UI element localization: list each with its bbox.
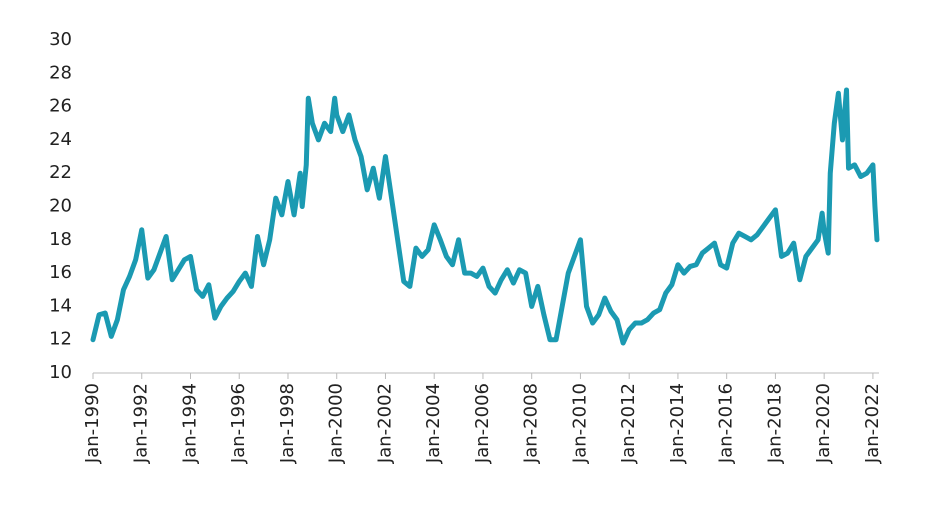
x-tick-label: Jan-1992 <box>131 383 152 464</box>
x-tick-label: Jan-1990 <box>82 383 103 464</box>
x-tick-label: Jan-2000 <box>326 383 347 464</box>
x-tick-label: Jan-2014 <box>667 383 688 464</box>
y-tick-label: 20 <box>49 196 72 217</box>
x-tick-label: Jan-1996 <box>228 383 249 464</box>
line-series <box>90 87 880 346</box>
y-tick-label: 22 <box>49 162 72 183</box>
x-tick-label: Jan-2012 <box>618 383 639 464</box>
x-tick-label: Jan-2006 <box>472 383 493 464</box>
y-tick-label: 12 <box>49 329 72 350</box>
x-tick-label: Jan-2002 <box>374 383 395 464</box>
x-tick-label: Jan-1998 <box>277 383 298 464</box>
x-tick-label: Jan-2004 <box>423 383 444 464</box>
y-tick-label: 18 <box>49 229 72 250</box>
x-tick-label: Jan-2018 <box>764 383 785 464</box>
y-tick-label: 14 <box>49 295 72 316</box>
x-tick-label: Jan-2008 <box>521 383 542 464</box>
y-tick-label: 10 <box>49 362 72 383</box>
y-tick-label: 26 <box>49 96 72 117</box>
x-tick-label: Jan-2016 <box>716 383 737 464</box>
y-tick-label: 30 <box>49 29 72 50</box>
x-tick-label: Jan-2020 <box>813 383 834 464</box>
x-tick-label: Jan-1994 <box>179 383 200 464</box>
y-tick-label: 24 <box>49 129 72 150</box>
y-tick-label: 16 <box>49 262 72 283</box>
x-tick-label: Jan-2022 <box>862 383 883 464</box>
x-tick-label: Jan-2010 <box>569 383 590 464</box>
y-tick-label: 28 <box>49 62 72 83</box>
